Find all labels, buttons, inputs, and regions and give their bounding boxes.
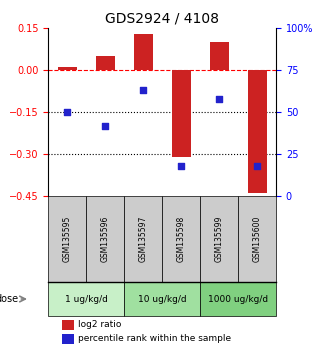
Bar [86,196,124,282]
Bar [200,196,238,282]
Bar [134,34,152,70]
Bar [200,282,276,316]
Text: dose: dose [0,294,19,304]
Bar [172,70,191,157]
Point [102,123,108,129]
Bar [210,42,229,70]
Text: GSM135595: GSM135595 [63,216,72,262]
Bar [62,334,74,344]
Point [255,163,260,169]
Bar [247,70,266,193]
Point [216,96,221,102]
Bar [96,56,115,70]
Text: percentile rank within the sample: percentile rank within the sample [78,334,231,343]
Text: GSM135599: GSM135599 [214,216,224,262]
Text: GSM135596: GSM135596 [100,216,110,262]
Bar [124,196,162,282]
Bar [48,282,124,316]
Bar [238,196,276,282]
Text: log2 ratio: log2 ratio [78,320,121,329]
Point [141,87,146,93]
Text: GSM135597: GSM135597 [139,216,148,262]
Text: 1 ug/kg/d: 1 ug/kg/d [65,295,108,303]
Bar [58,68,77,70]
Bar [162,196,200,282]
Bar [124,282,200,316]
Bar [62,320,74,330]
Text: GSM135600: GSM135600 [253,216,262,262]
Bar [48,196,86,282]
Point [65,109,70,115]
Text: 10 ug/kg/d: 10 ug/kg/d [138,295,187,303]
Text: 1000 ug/kg/d: 1000 ug/kg/d [208,295,268,303]
Text: GSM135598: GSM135598 [177,216,186,262]
Point [178,163,184,169]
Title: GDS2924 / 4108: GDS2924 / 4108 [105,12,219,26]
